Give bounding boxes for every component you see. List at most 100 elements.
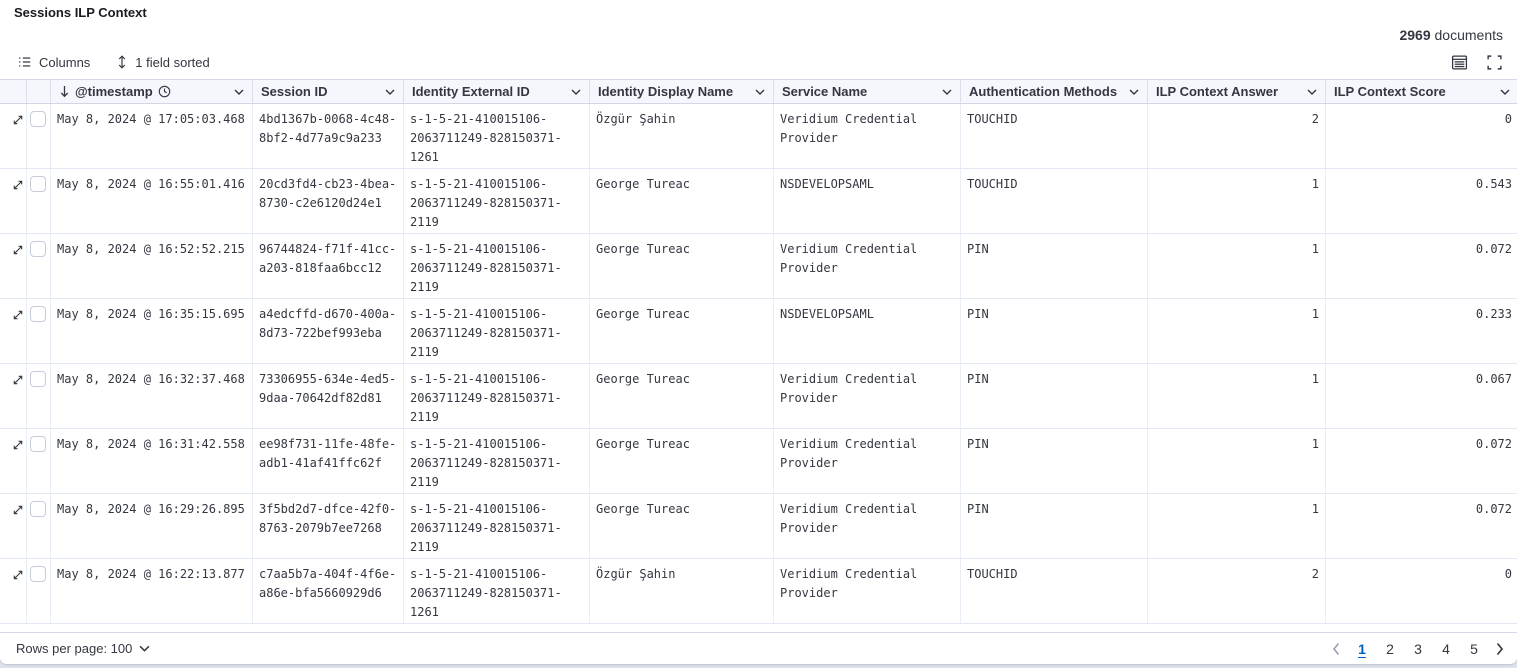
cell-checkbox [27,559,51,623]
cell-timestamp: May 8, 2024 @ 16:22:13.877 [51,559,253,623]
expand-row-icon[interactable] [10,307,26,323]
chevron-down-icon[interactable] [1500,89,1510,95]
clock-icon [158,85,171,98]
row-checkbox[interactable] [30,176,46,192]
fullscreen-button[interactable] [1482,50,1507,75]
cell-checkbox [27,494,51,558]
page-button-2[interactable]: 2 [1378,637,1402,661]
sort-down-icon [59,85,70,98]
display-options-button[interactable] [1447,50,1472,75]
column-label-ilp-context-score: ILP Context Score [1334,84,1446,99]
cell-ilp-context-answer: 1 [1148,169,1326,233]
rows-per-page-button[interactable]: Rows per page: 100 [10,637,156,660]
cell-identity-display-name: George Tureac [590,169,774,233]
row-checkbox[interactable] [30,371,46,387]
header-cell-service-name[interactable]: Service Name [774,80,961,103]
cell-identity-external-id: s-1-5-21-410015106-2063711249-828150371-… [404,299,590,363]
cell-timestamp: May 8, 2024 @ 16:55:01.416 [51,169,253,233]
expand-row-icon[interactable] [10,112,26,128]
row-checkbox[interactable] [30,436,46,452]
cell-identity-external-id: s-1-5-21-410015106-2063711249-828150371-… [404,364,590,428]
page-button-5[interactable]: 5 [1462,637,1486,661]
expand-row-icon[interactable] [10,502,26,518]
cell-authentication-methods: TOUCHID [961,559,1148,623]
cell-service-name: Veridium Credential Provider [774,429,961,493]
cell-timestamp: May 8, 2024 @ 16:32:37.468 [51,364,253,428]
cell-expand [0,494,27,558]
chevron-down-icon[interactable] [571,89,581,95]
cell-service-name: NSDEVELOPSAML [774,299,961,363]
cell-ilp-context-score: 0.233 [1475,307,1512,321]
expand-row-icon[interactable] [10,567,26,583]
header-cell-identity-display-name[interactable]: Identity Display Name [590,80,774,103]
cell-session-id: a4edcffd-d670-400a-8d73-722bef993eba [253,299,404,363]
columns-button[interactable]: Columns [12,51,96,74]
expand-row-icon[interactable] [10,242,26,258]
cell-ilp-context-answer: 1 [1148,364,1326,428]
column-label-session-id: Session ID [261,84,328,99]
previous-page-icon[interactable] [1327,640,1346,658]
header-cell-ilp-context-answer[interactable]: ILP Context Answer [1148,80,1326,103]
chevron-down-icon[interactable] [1307,89,1317,95]
cell-expand [0,364,27,428]
row-checkbox[interactable] [30,501,46,517]
cell-checkbox [27,364,51,428]
header-cell-ilp-context-score[interactable]: ILP Context Score [1326,80,1517,103]
cell-identity-external-id: s-1-5-21-410015106-2063711249-828150371-… [404,104,590,168]
cell-authentication-methods: TOUCHID [961,169,1148,233]
row-checkbox[interactable] [30,111,46,127]
cell-service-name: Veridium Credential Provider [774,104,961,168]
column-label-identity-external-id: Identity External ID [412,84,530,99]
page-button-3[interactable]: 3 [1406,637,1430,661]
cell-authentication-methods: PIN [961,234,1148,298]
cell-ilp-context-answer: 2 [1148,559,1326,623]
column-label-timestamp: @timestamp [75,84,153,99]
page-button-4[interactable]: 4 [1434,637,1458,661]
cell-identity-external-id: s-1-5-21-410015106-2063711249-828150371-… [404,559,590,623]
sort-updown-icon [116,55,128,69]
table-row: May 8, 2024 @ 16:22:13.877 c7aa5b7a-404f… [0,559,1517,624]
cell-expand [0,299,27,363]
cell-ilp-context-score: 0 [1504,112,1512,126]
expand-row-icon[interactable] [10,437,26,453]
column-label-authentication-methods: Authentication Methods [969,84,1118,99]
grid-footer: Rows per page: 100 1 2 3 4 5 [0,632,1517,664]
cell-ilp-context-score: 0.072 [1475,437,1512,451]
sorted-fields-button[interactable]: 1 field sorted [110,51,215,74]
cell-timestamp: May 8, 2024 @ 16:31:42.558 [51,429,253,493]
header-cell-authentication-methods[interactable]: Authentication Methods [961,80,1148,103]
rows-per-page-label: Rows per page: 100 [16,641,133,656]
header-cell-session-id[interactable]: Session ID [253,80,404,103]
page-button-1[interactable]: 1 [1350,637,1374,661]
cell-service-name: Veridium Credential Provider [774,234,961,298]
column-label-service-name: Service Name [782,84,868,99]
page-title: Sessions ILP Context [14,5,147,20]
header-cell-identity-external-id[interactable]: Identity External ID [404,80,590,103]
sorted-fields-label: 1 field sorted [135,54,210,70]
row-checkbox[interactable] [30,306,46,322]
row-checkbox[interactable] [30,566,46,582]
cell-authentication-methods: PIN [961,429,1148,493]
table-row: May 8, 2024 @ 16:32:37.468 73306955-634e… [0,364,1517,429]
cell-session-id: 20cd3fd4-cb23-4bea-8730-c2e6120d24e1 [253,169,404,233]
chevron-down-icon[interactable] [1129,89,1139,95]
chevron-down-icon[interactable] [385,89,395,95]
header-cell-timestamp[interactable]: @timestamp [51,80,253,103]
chevron-down-icon[interactable] [942,89,952,95]
chevron-down-icon[interactable] [234,89,244,95]
table-row: May 8, 2024 @ 16:55:01.416 20cd3fd4-cb23… [0,169,1517,234]
display-options-icon [1451,54,1468,71]
expand-row-icon[interactable] [10,177,26,193]
chevron-down-icon[interactable] [755,89,765,95]
next-page-icon[interactable] [1490,640,1509,658]
cell-authentication-methods: PIN [961,299,1148,363]
table-row: May 8, 2024 @ 16:31:42.558 ee98f731-11fe… [0,429,1517,494]
expand-row-icon[interactable] [10,372,26,388]
cell-service-name: Veridium Credential Provider [774,364,961,428]
document-count-value: 2969 [1399,27,1431,43]
fullscreen-icon [1486,54,1503,71]
row-checkbox[interactable] [30,241,46,257]
cell-session-id: ee98f731-11fe-48fe-adb1-41af41ffc62f [253,429,404,493]
table-row: May 8, 2024 @ 17:05:03.468 4bd1367b-0068… [0,104,1517,169]
cell-ilp-context-score: 0.067 [1475,372,1512,386]
